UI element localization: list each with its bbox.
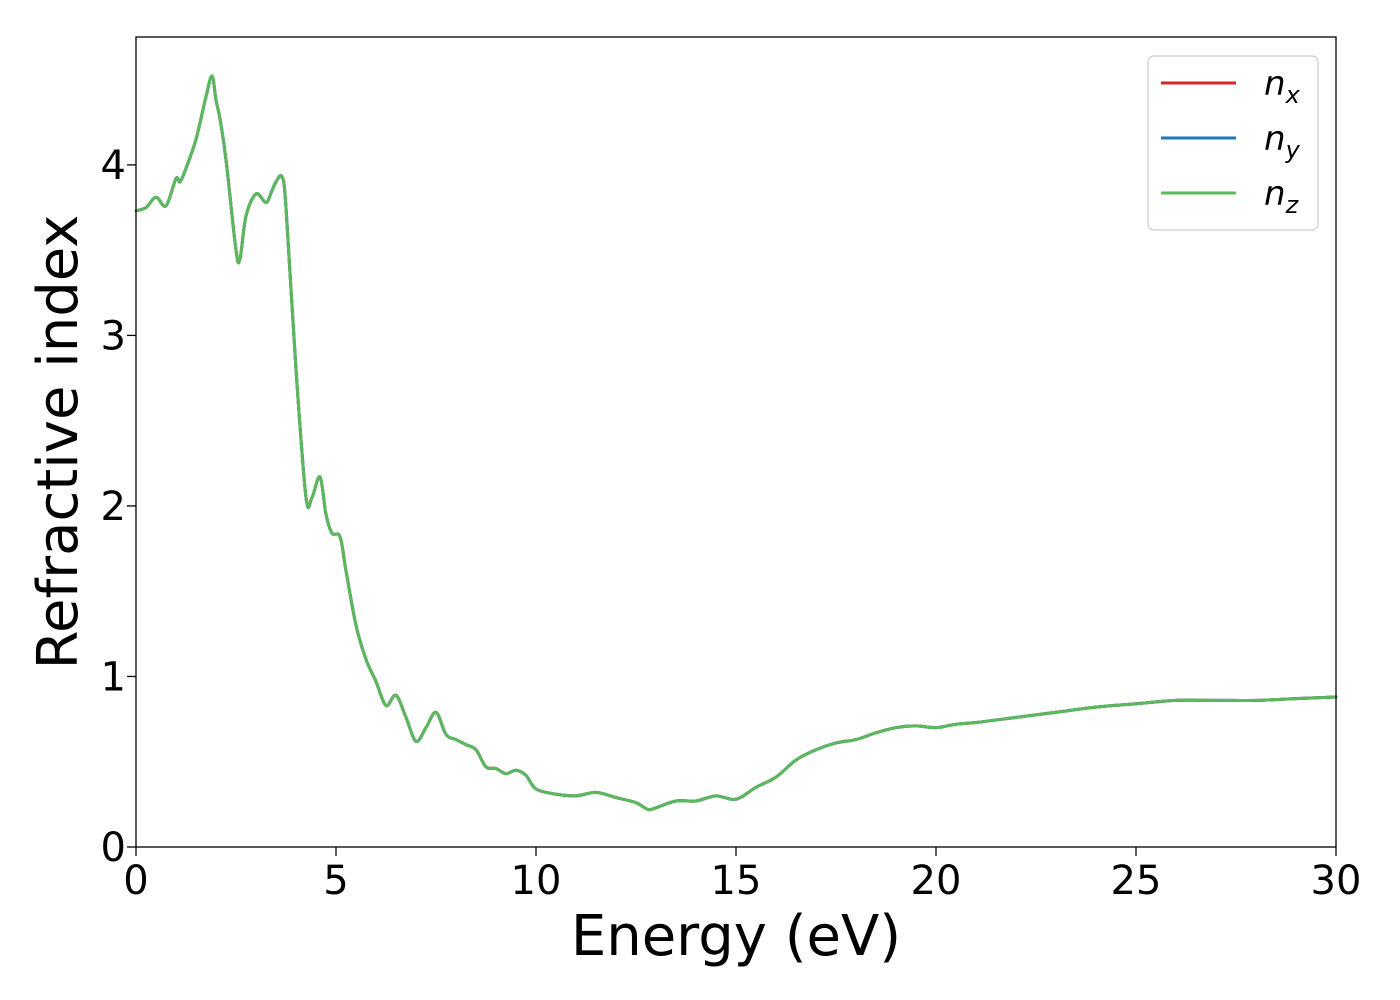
y-tick-label: 4 — [101, 143, 126, 189]
legend-items: nx ny nz — [1161, 64, 1301, 219]
x-axis-label: Energy (eV) — [571, 904, 901, 969]
y-axis-label: Refractive index — [26, 215, 91, 670]
x-tick-label: 30 — [1311, 858, 1362, 904]
series-layer — [134, 74, 1338, 812]
x-tick-label: 20 — [911, 858, 962, 904]
y-tick-label: 0 — [101, 825, 126, 871]
x-tick-label: 15 — [711, 858, 762, 904]
x-tick-label: 0 — [123, 858, 148, 904]
y-tick-label: 1 — [101, 654, 126, 700]
x-tick-label: 25 — [1111, 858, 1162, 904]
legend: nx ny nz — [1147, 55, 1319, 231]
legend-label-ny: ny — [1264, 119, 1301, 164]
legend-label-nz: nz — [1264, 174, 1300, 219]
legend-label-nx: nx — [1264, 64, 1301, 109]
legend-box — [1147, 55, 1319, 231]
ticks-layer: 0 5 10 15 20 25 30 0 1 2 3 4 — [101, 143, 1362, 904]
series-line-n-z — [134, 74, 1338, 812]
y-tick-label: 2 — [101, 484, 126, 530]
y-tick-label: 3 — [101, 313, 126, 359]
x-tick-label: 10 — [511, 858, 562, 904]
x-tick-label: 5 — [323, 858, 348, 904]
